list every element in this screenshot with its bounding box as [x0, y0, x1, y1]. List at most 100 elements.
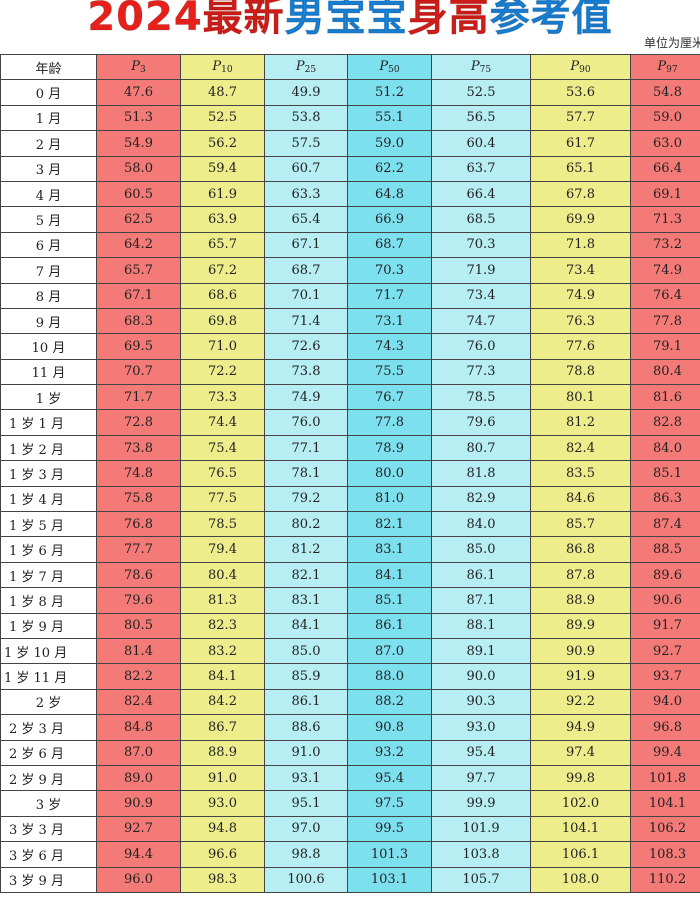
- value-cell-p90: 94.9: [530, 714, 631, 741]
- value-cell-p97: 108.3: [630, 841, 700, 868]
- value-cell-p25: 95.1: [264, 790, 348, 817]
- value-cell-p75: 93.0: [431, 714, 531, 741]
- value-cell-p10: 96.6: [180, 841, 265, 868]
- value-cell-p50: 103.1: [347, 866, 432, 893]
- value-cell-p90: 90.9: [530, 637, 631, 665]
- value-cell-p97: 106.2: [630, 815, 700, 843]
- value-cell-p90: 80.1: [530, 384, 631, 411]
- value-cell-p10: 74.4: [180, 409, 265, 436]
- value-cell-p25: 85.0: [264, 637, 348, 665]
- value-cell-p10: 72.2: [180, 358, 265, 386]
- table-row: 2 岁 82.4 84.2 86.1 88.2 90.3 92.2 94.0: [0, 688, 700, 716]
- age-cell: 5 月: [0, 206, 97, 233]
- value-cell-p75: 87.1: [431, 587, 531, 614]
- value-cell-p25: 80.2: [264, 511, 348, 538]
- value-cell-p97: 74.9: [630, 257, 700, 284]
- value-cell-p90: 85.7: [530, 511, 631, 538]
- value-cell-p3: 92.7: [96, 815, 181, 843]
- value-cell-p90: 82.4: [530, 434, 631, 462]
- title-part-3: 身高: [407, 0, 490, 41]
- value-cell-p10: 59.4: [180, 155, 265, 182]
- value-cell-p75: 79.6: [431, 409, 531, 436]
- age-cell: 3 岁 6 月: [0, 841, 97, 868]
- value-cell-p10: 69.8: [180, 307, 265, 335]
- age-cell: 3 岁 9 月: [0, 866, 97, 893]
- value-cell-p25: 82.1: [264, 561, 348, 589]
- value-cell-p25: 63.3: [264, 180, 348, 208]
- value-cell-p90: 99.8: [530, 764, 631, 792]
- value-cell-p75: 60.4: [431, 130, 531, 157]
- value-cell-p90: 102.0: [530, 790, 631, 817]
- table-row: 2 岁 9 月 89.0 91.0 93.1 95.4 97.7 99.8 101.8: [0, 764, 700, 792]
- value-cell-p25: 78.1: [264, 460, 348, 487]
- value-cell-p10: 67.2: [180, 257, 265, 284]
- value-cell-p25: 53.8: [264, 104, 348, 132]
- value-cell-p25: 68.7: [264, 257, 348, 284]
- value-cell-p25: 76.0: [264, 409, 348, 436]
- value-cell-p3: 84.8: [96, 714, 181, 741]
- age-cell: 2 岁 3 月: [0, 714, 97, 741]
- age-cell: 1 岁 6 月: [0, 536, 97, 563]
- value-cell-p75: 81.8: [431, 460, 531, 487]
- age-cell: 3 岁: [0, 790, 97, 817]
- header-age: 年龄: [0, 53, 97, 81]
- value-cell-p75: 74.7: [431, 307, 531, 335]
- value-cell-p97: 99.4: [630, 739, 700, 766]
- value-cell-p25: 77.1: [264, 434, 348, 462]
- header-row: 年龄 P3 P10 P25 P50 P75 P90 P97: [0, 53, 700, 81]
- value-cell-p3: 81.4: [96, 637, 181, 665]
- value-cell-p10: 71.0: [180, 333, 265, 360]
- value-cell-p3: 74.8: [96, 460, 181, 487]
- value-cell-p90: 104.1: [530, 815, 631, 843]
- header-p75: P75: [431, 53, 531, 81]
- table-row: 1 岁 6 月 77.7 79.4 81.2 83.1 85.0 86.8 88.5: [0, 536, 700, 563]
- value-cell-p97: 92.7: [630, 637, 700, 665]
- value-cell-p10: 81.3: [180, 587, 265, 614]
- value-cell-p3: 90.9: [96, 790, 181, 817]
- value-cell-p10: 56.2: [180, 130, 265, 157]
- value-cell-p90: 88.9: [530, 587, 631, 614]
- value-cell-p3: 77.7: [96, 536, 181, 563]
- age-cell: 7 月: [0, 257, 97, 284]
- age-cell: 4 月: [0, 180, 97, 208]
- header-p3: P3: [96, 53, 181, 81]
- age-cell: 1 月: [0, 104, 97, 132]
- table-row: 7 月 65.7 67.2 68.7 70.3 71.9 73.4 74.9: [0, 257, 700, 284]
- value-cell-p90: 67.8: [530, 180, 631, 208]
- value-cell-p97: 96.8: [630, 714, 700, 741]
- value-cell-p75: 99.9: [431, 790, 531, 817]
- table-row: 1 岁 3 月 74.8 76.5 78.1 80.0 81.8 83.5 85.1: [0, 460, 700, 487]
- value-cell-p97: 110.2: [630, 866, 700, 893]
- value-cell-p90: 81.2: [530, 409, 631, 436]
- age-cell: 0 月: [0, 79, 97, 106]
- value-cell-p25: 57.5: [264, 130, 348, 157]
- table-row: 1 岁 4 月 75.8 77.5 79.2 81.0 82.9 84.6 86.3: [0, 485, 700, 513]
- value-cell-p90: 53.6: [530, 79, 631, 106]
- table-row: 1 岁 7 月 78.6 80.4 82.1 84.1 86.1 87.8 89.6: [0, 561, 700, 589]
- value-cell-p25: 84.1: [264, 612, 348, 639]
- age-cell: 2 岁 9 月: [0, 764, 97, 792]
- value-cell-p90: 87.8: [530, 561, 631, 589]
- value-cell-p3: 96.0: [96, 866, 181, 893]
- value-cell-p50: 51.2: [347, 79, 432, 106]
- value-cell-p75: 77.3: [431, 358, 531, 386]
- value-cell-p97: 104.1: [630, 790, 700, 817]
- value-cell-p50: 84.1: [347, 561, 432, 589]
- value-cell-p25: 93.1: [264, 764, 348, 792]
- table-body: 0 月 47.6 48.7 49.9 51.2 52.5 53.6 54.8 1 月 51.3 52…: [0, 79, 700, 893]
- title-part-1: 2024最新: [87, 0, 285, 41]
- age-cell: 2 岁 6 月: [0, 739, 97, 766]
- value-cell-p50: 70.3: [347, 257, 432, 284]
- value-cell-p75: 66.4: [431, 180, 531, 208]
- value-cell-p3: 82.4: [96, 688, 181, 716]
- age-cell: 3 月: [0, 155, 97, 182]
- value-cell-p75: 63.7: [431, 155, 531, 182]
- value-cell-p90: 89.9: [530, 612, 631, 639]
- value-cell-p97: 77.8: [630, 307, 700, 335]
- value-cell-p10: 52.5: [180, 104, 265, 132]
- value-cell-p90: 108.0: [530, 866, 631, 893]
- value-cell-p3: 71.7: [96, 384, 181, 411]
- value-cell-p90: 73.4: [530, 257, 631, 284]
- value-cell-p75: 70.3: [431, 231, 531, 259]
- value-cell-p97: 90.6: [630, 587, 700, 614]
